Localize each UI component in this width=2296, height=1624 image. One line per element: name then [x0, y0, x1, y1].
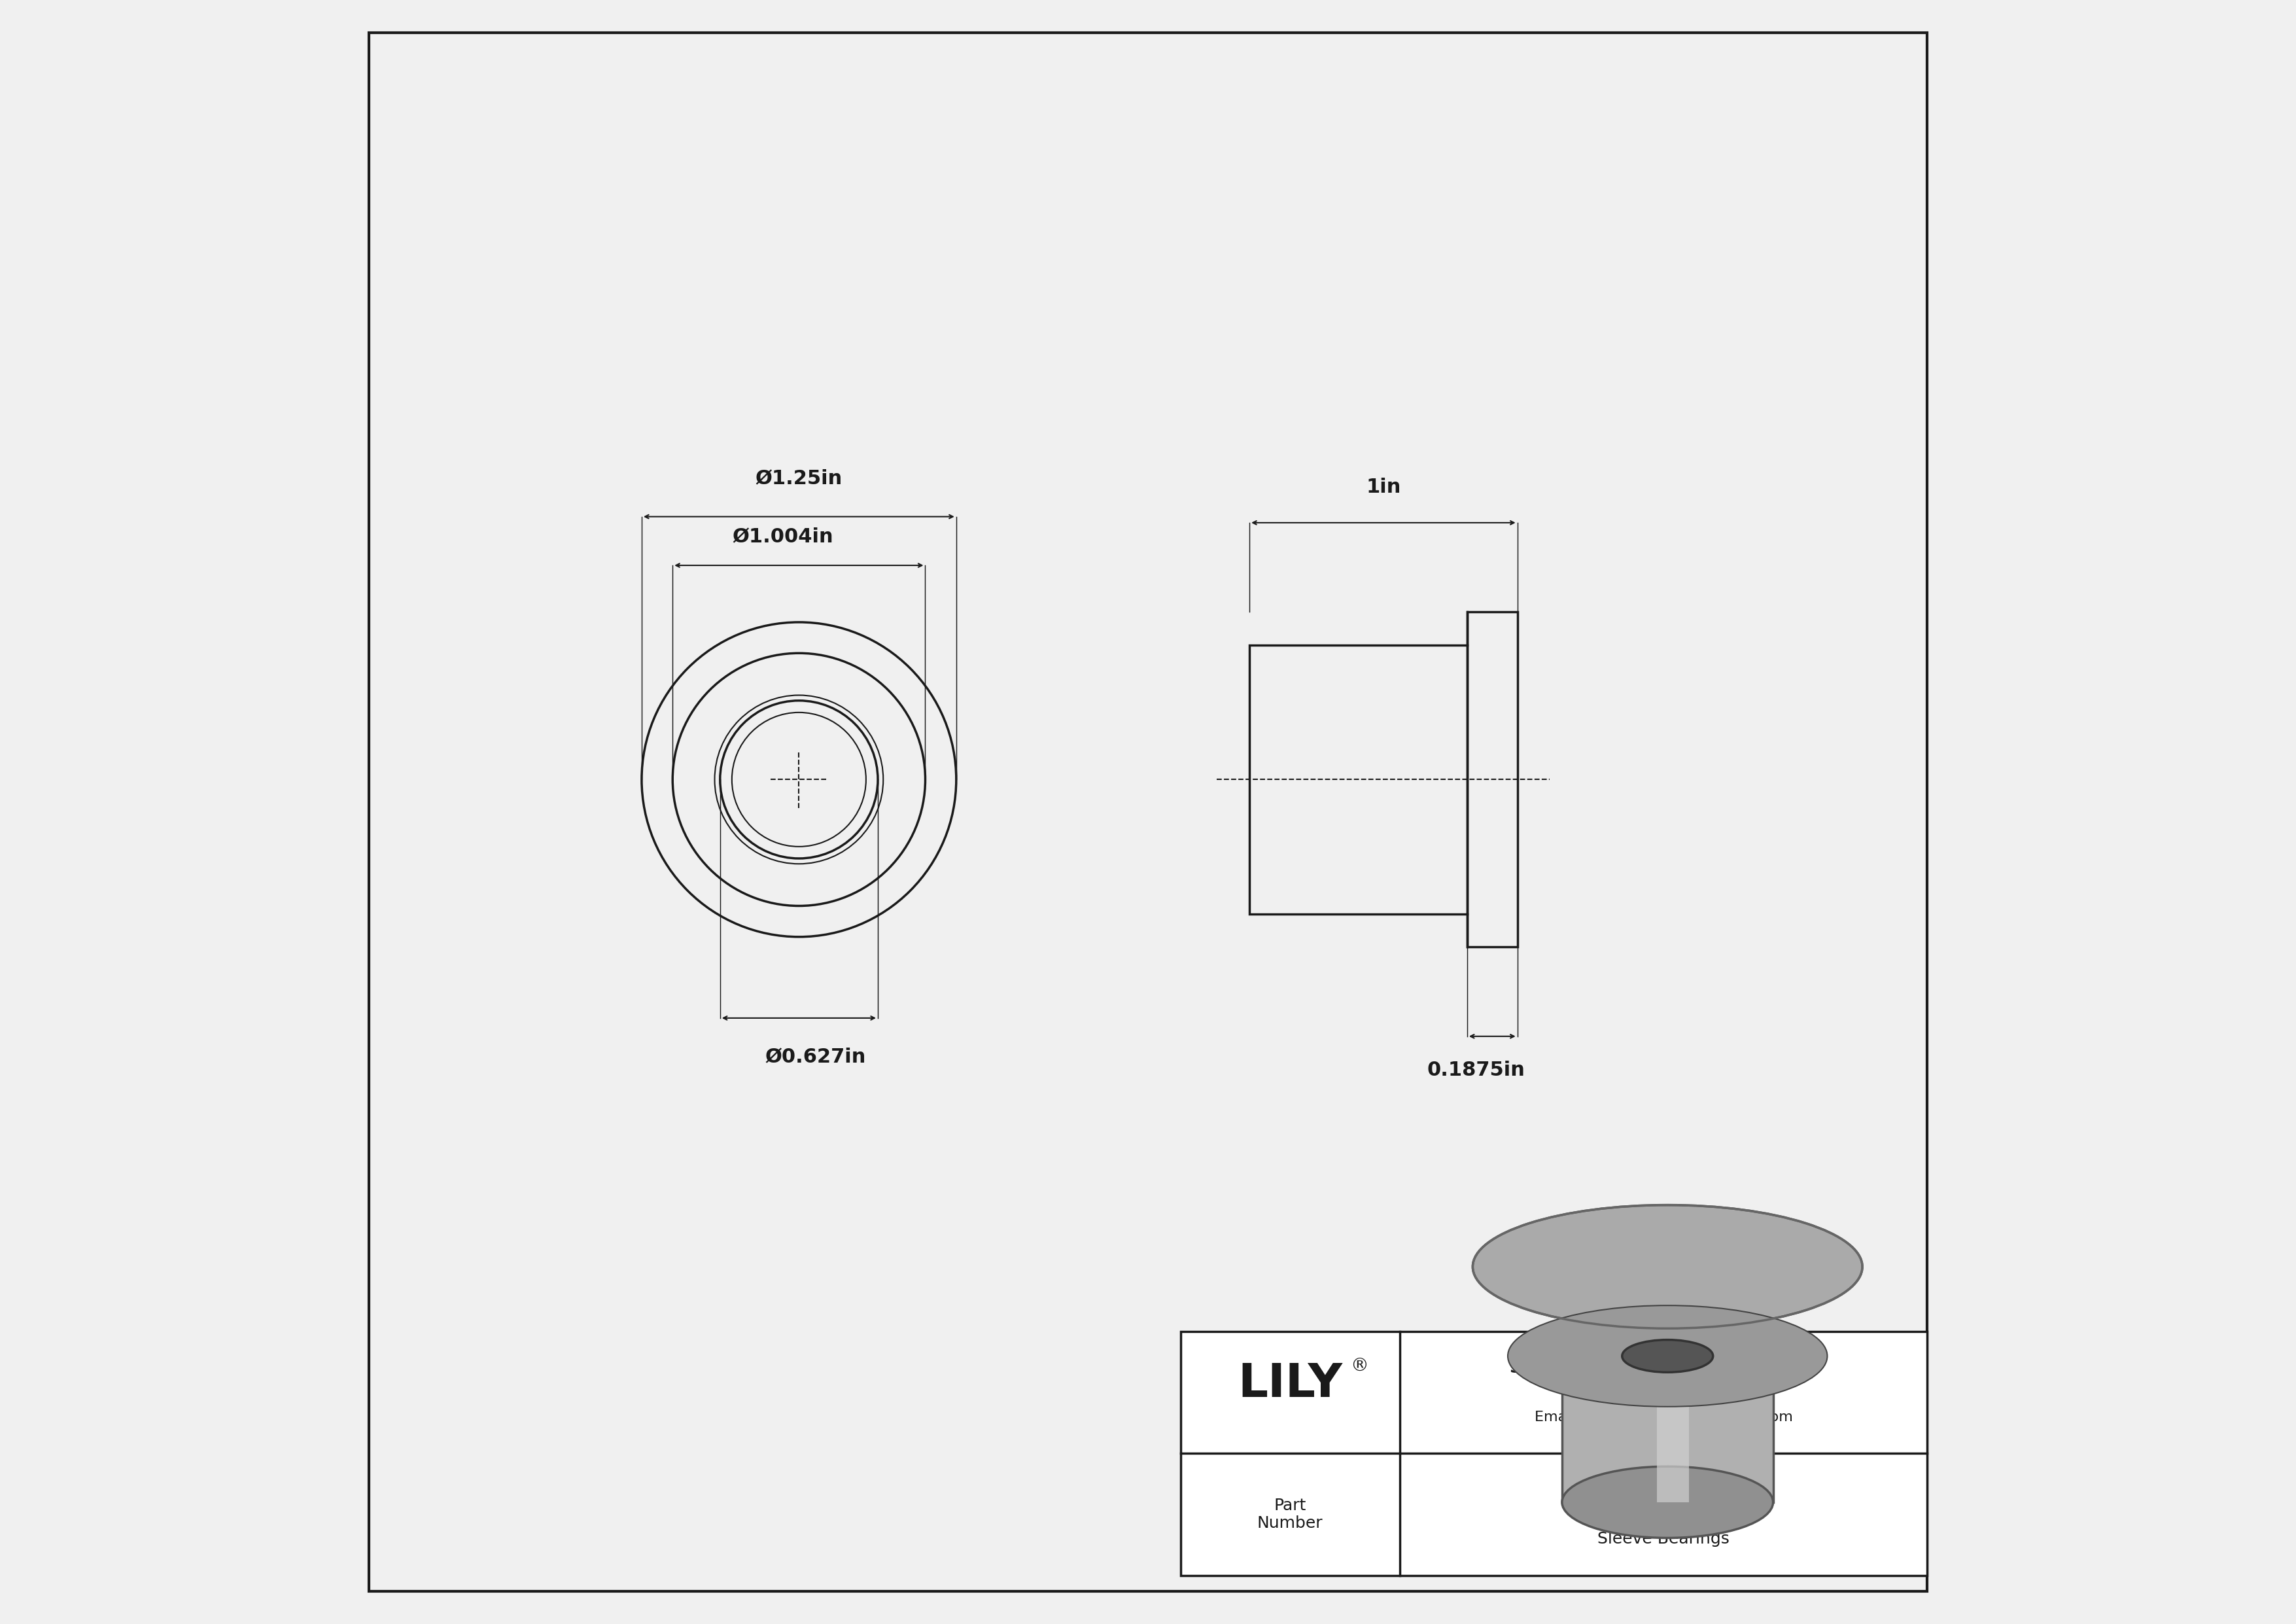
- Bar: [1658, 1356, 1688, 1502]
- FancyBboxPatch shape: [1561, 1356, 1773, 1502]
- Ellipse shape: [1621, 1340, 1713, 1372]
- Text: 0.1875in: 0.1875in: [1428, 1060, 1525, 1080]
- Bar: [1180, 1332, 1926, 1575]
- Text: CJDITHEG: CJDITHEG: [1605, 1479, 1722, 1501]
- Ellipse shape: [1561, 1466, 1773, 1538]
- Bar: [1249, 645, 1467, 914]
- Text: SHANGHAI LILY BEARING LIMITED: SHANGHAI LILY BEARING LIMITED: [1511, 1361, 1816, 1376]
- Text: ®: ®: [1350, 1356, 1368, 1376]
- Text: Ø1.25in: Ø1.25in: [755, 468, 843, 487]
- Text: Ø1.004in: Ø1.004in: [732, 526, 833, 546]
- Text: Part
Number: Part Number: [1258, 1497, 1322, 1531]
- Bar: [1467, 612, 1518, 947]
- Text: Email: lilybearing@lily-bearing.com: Email: lilybearing@lily-bearing.com: [1534, 1410, 1793, 1424]
- Text: 1in: 1in: [1366, 477, 1401, 497]
- Text: Ø0.627in: Ø0.627in: [765, 1047, 866, 1067]
- Text: LILY: LILY: [1238, 1363, 1343, 1406]
- Ellipse shape: [1472, 1205, 1862, 1328]
- Ellipse shape: [1508, 1306, 1828, 1406]
- Text: Sleeve Bearings: Sleeve Bearings: [1598, 1531, 1729, 1546]
